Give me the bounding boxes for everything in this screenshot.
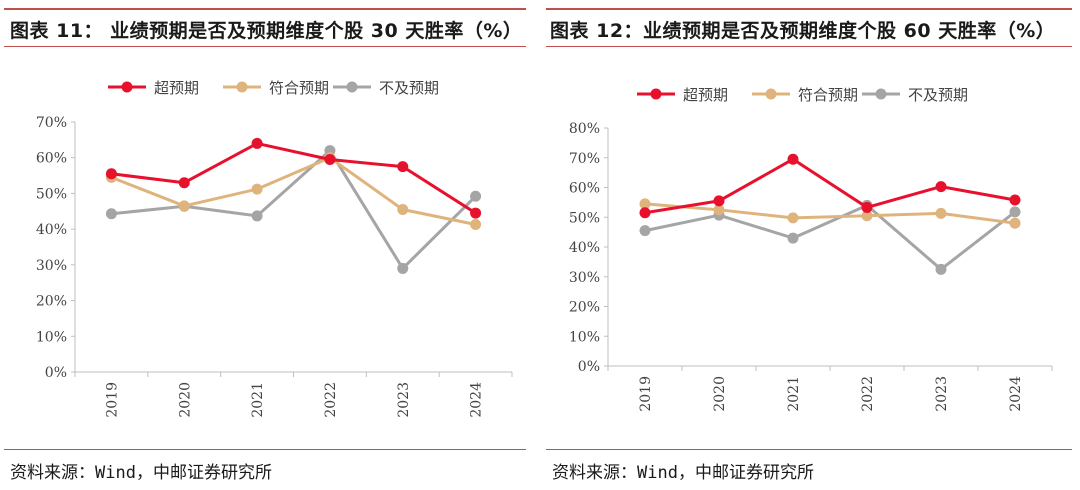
series-over-expectation-point <box>787 153 799 165</box>
x-tick-label: 2024 <box>469 382 485 418</box>
series-below-expectation-point <box>470 190 482 202</box>
top-rule-right <box>546 8 1072 10</box>
y-tick-label: 60% <box>569 181 600 197</box>
x-tick-label: 2024 <box>1008 376 1024 412</box>
series-below-expectation-point <box>935 263 947 275</box>
series-below-expectation-line <box>111 149 477 270</box>
source-note-left: 资料来源：Wind，中邮证券研究所 <box>10 463 272 483</box>
series-meet-expectation-point <box>1009 217 1021 229</box>
y-tick-label: 10% <box>36 329 67 345</box>
series-below-expectation-point <box>1009 206 1021 218</box>
y-tick-label: 50% <box>36 186 67 202</box>
x-tick-label: 2020 <box>177 382 193 418</box>
legend-below-expectation-label: 不及预期 <box>908 86 968 104</box>
series-meet-expectation-point <box>639 198 651 210</box>
chart-title-left: 图表 11： 业绩预期是否及预期维度个股 30 天胜率（%） <box>10 20 523 42</box>
series-below-expectation-point <box>105 208 117 220</box>
series-meet-expectation-line <box>110 156 476 226</box>
series-meet-expectation-point <box>397 204 409 215</box>
series-meet-expectation-point <box>178 200 190 212</box>
legend-meet-expectation-label: 符合预期 <box>798 86 858 104</box>
x-tick-label: 2019 <box>104 382 120 418</box>
legend-over-expectation-label: 超预期 <box>683 86 728 104</box>
series-below-expectation-point <box>397 262 409 274</box>
y-tick-label: 80% <box>569 121 600 137</box>
series-over-expectation-point <box>470 207 482 219</box>
series-over-expectation-point <box>397 161 409 173</box>
series-over-expectation-point <box>178 177 190 189</box>
series-meet-expectation-point <box>251 183 263 195</box>
legend-below-expectation-marker <box>346 81 358 93</box>
series-meet-expectation-line <box>644 202 1016 225</box>
top-rule-left <box>4 8 526 10</box>
legend-meet-expectation-label: 符合预期 <box>269 79 329 97</box>
series-over-expectation-line <box>111 141 477 215</box>
x-tick-label: 2023 <box>934 376 950 412</box>
bottom-rule-right <box>546 449 1072 450</box>
title-rule-left <box>4 46 526 47</box>
y-tick-label: 20% <box>569 300 600 316</box>
chart-title-right: 图表 12：业绩预期是否及预期维度个股 60 天胜率（%） <box>550 20 1056 42</box>
line-chart-60d: 0% 10% 20% 30% 40% 50% 60% 70% 80% 2019 2020 2021 20… <box>569 86 1053 412</box>
x-tick-label: 2023 <box>396 382 412 418</box>
y-tick-label: 40% <box>36 222 67 238</box>
x-tick-label: 2021 <box>250 382 266 418</box>
y-tick-label: 30% <box>36 258 67 274</box>
series-below-expectation-point <box>639 225 651 237</box>
series-below-expectation-point <box>251 210 263 222</box>
y-tick-label: 30% <box>569 270 600 286</box>
y-tick-label: 40% <box>569 240 600 256</box>
series-below-expectation-point <box>787 232 799 244</box>
legend-meet-expectation-marker <box>236 81 248 93</box>
series-over-expectation-point <box>324 154 336 165</box>
bottom-rule-left <box>4 449 526 450</box>
series-meet-expectation-point <box>861 210 873 222</box>
legend-meet-expectation-marker <box>765 88 777 100</box>
title-rule-right <box>546 46 1072 47</box>
series-below-expectation-line <box>644 203 1016 271</box>
y-tick-label: 20% <box>36 294 67 310</box>
series-over-expectation-point <box>105 168 117 180</box>
y-tick-label: 50% <box>569 210 600 226</box>
legend-over-expectation-label: 超预期 <box>154 79 199 97</box>
x-tick-label: 2021 <box>786 376 802 412</box>
legend-over-expectation-marker <box>650 88 662 100</box>
y-tick-label: 10% <box>569 329 600 345</box>
series-meet-expectation-point <box>470 219 482 230</box>
legend-below-expectation-marker <box>875 88 887 100</box>
series-over-expectation-line <box>644 157 1016 215</box>
y-tick-label: 70% <box>569 151 600 167</box>
legend-over-expectation-marker <box>121 81 133 93</box>
series-meet-expectation-point <box>935 207 947 219</box>
y-tick-label: 0% <box>45 365 67 381</box>
series-over-expectation-point <box>935 181 947 193</box>
y-tick-label: 70% <box>36 115 67 131</box>
x-tick-label: 2022 <box>323 382 339 418</box>
series-over-expectation-point <box>251 137 263 149</box>
y-tick-label: 0% <box>578 359 600 375</box>
x-tick-label: 2020 <box>712 376 728 412</box>
series-meet-expectation-point <box>787 212 799 224</box>
series-over-expectation-point <box>713 195 725 207</box>
series-meet-expectation-point <box>713 204 725 216</box>
source-note-right: 资料来源：Wind，中邮证券研究所 <box>552 463 814 483</box>
series-over-expectation-point <box>1009 194 1021 206</box>
series-over-expectation-point <box>639 207 651 219</box>
series-over-expectation-point <box>861 201 873 213</box>
y-tick-label: 60% <box>36 151 67 167</box>
x-tick-label: 2022 <box>860 376 876 412</box>
legend-below-expectation-label: 不及预期 <box>379 79 439 97</box>
x-tick-label: 2019 <box>638 376 654 412</box>
line-chart-30d: 0% 10% 20% 30% 40% 50% 60% 70% 2019 2020 2021 2022 2… <box>36 79 513 418</box>
